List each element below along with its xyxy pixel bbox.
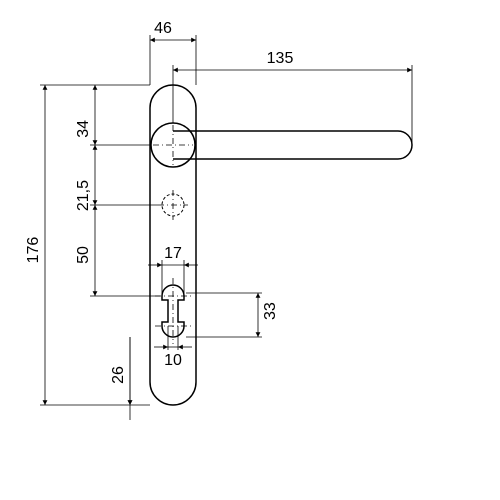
keyhole <box>155 278 191 344</box>
center-hole <box>158 190 188 220</box>
dimension-lines <box>45 40 412 420</box>
dim-hole-to-key: 50 <box>75 246 92 264</box>
dimension-texts: 46 135 34 21,5 50 26 176 17 10 33 <box>25 20 293 384</box>
dim-plate-width: 46 <box>154 20 172 37</box>
dim-key-width: 17 <box>164 245 182 262</box>
dim-key-to-bottom: 26 <box>110 366 127 384</box>
extension-lines <box>40 35 412 405</box>
handle <box>151 123 412 167</box>
dim-slot-width: 10 <box>164 352 182 369</box>
technical-drawing: 46 135 34 21,5 50 26 176 17 10 33 <box>0 0 500 500</box>
dim-plate-height: 176 <box>25 237 42 264</box>
dim-handle-length: 135 <box>267 50 294 67</box>
dim-key-height: 33 <box>262 302 279 320</box>
dim-handle-to-hole: 21,5 <box>75 180 92 211</box>
dim-top-to-handle: 34 <box>75 120 92 138</box>
